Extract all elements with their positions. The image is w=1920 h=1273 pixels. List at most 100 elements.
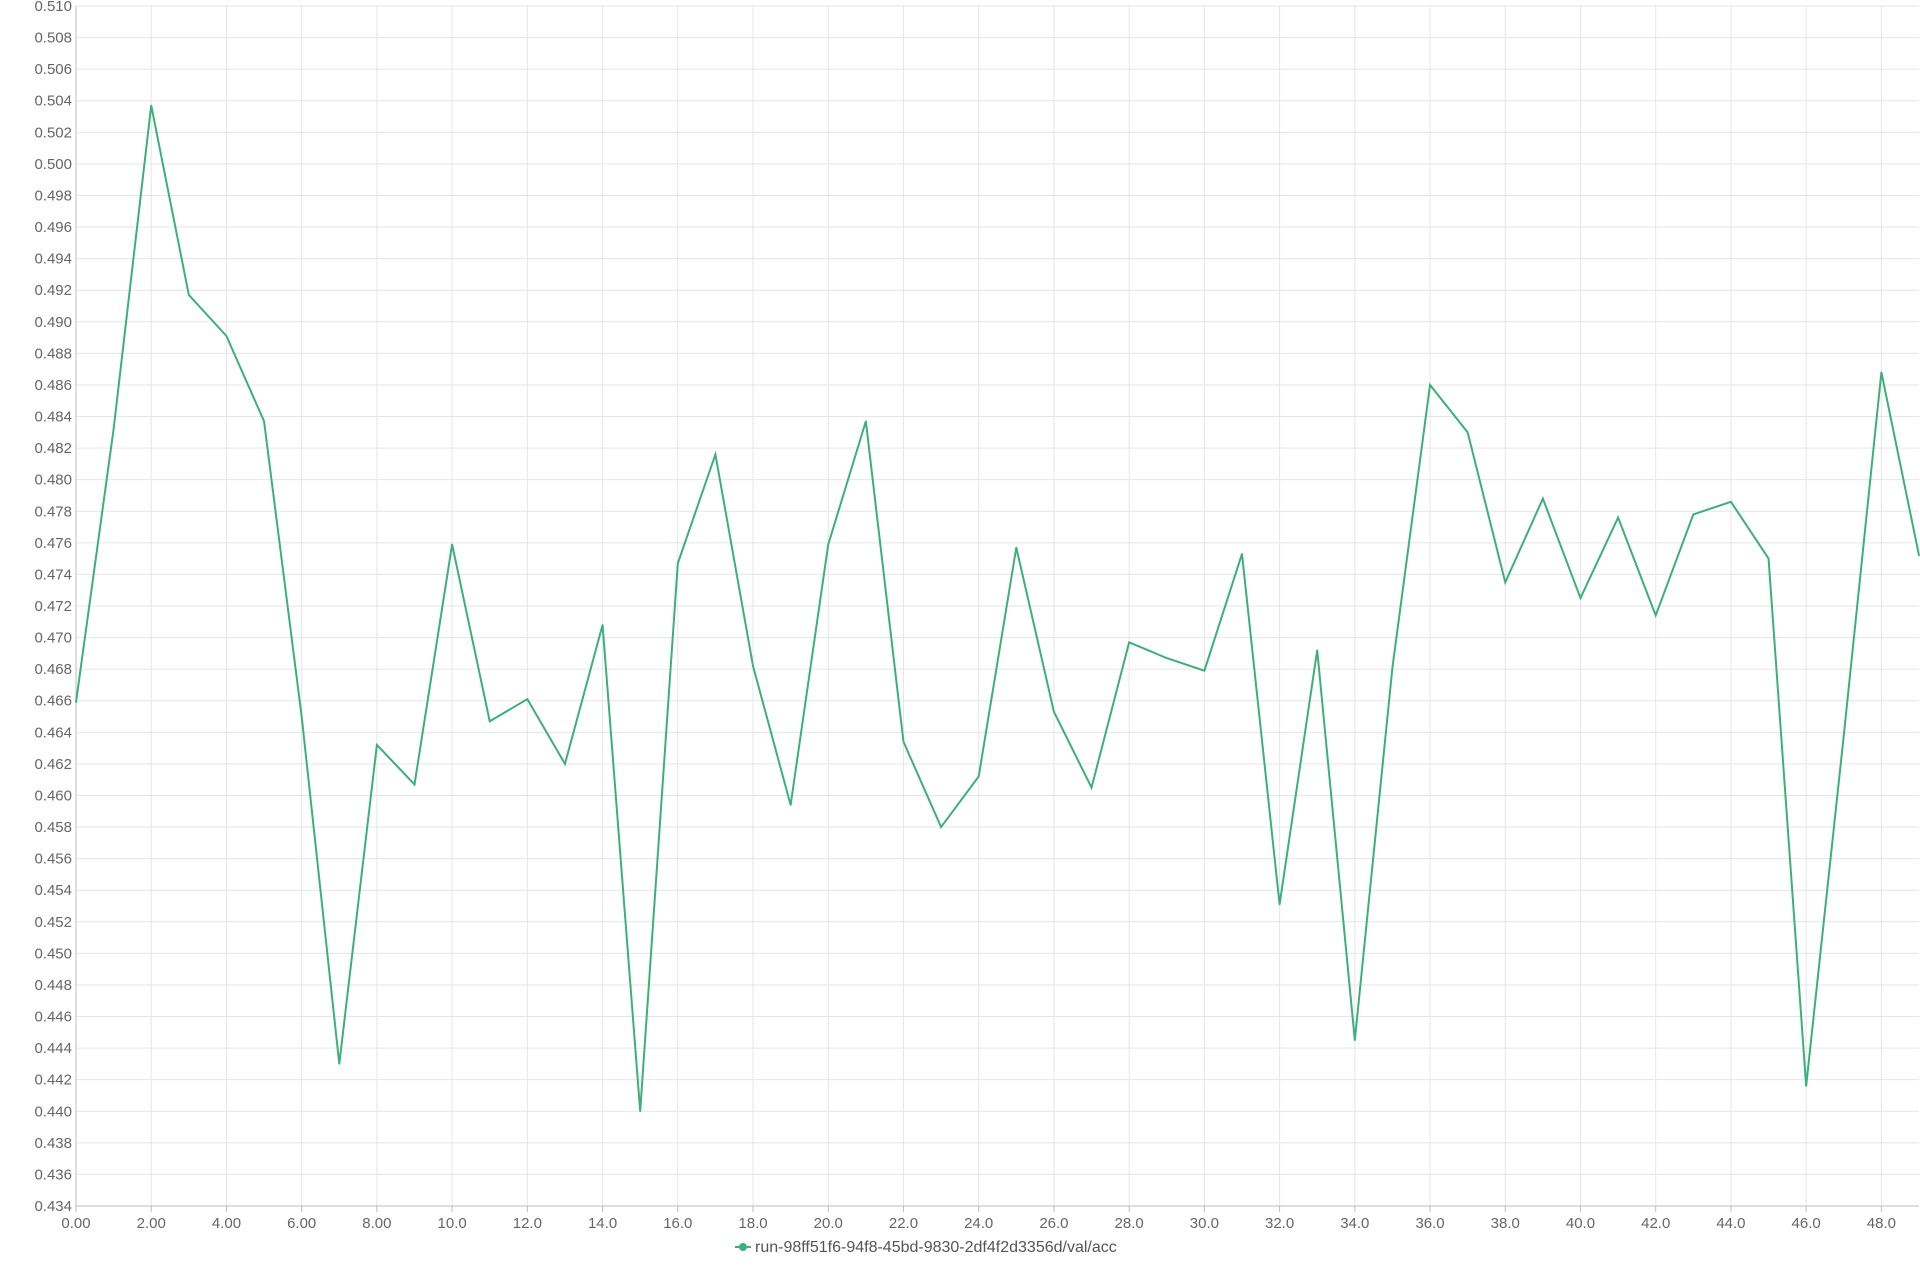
data-point	[225, 335, 228, 337]
data-point	[1015, 546, 1018, 549]
y-tick-label: 0.500	[34, 156, 72, 173]
x-tick-label: 32.0	[1265, 1215, 1294, 1232]
data-point	[1805, 1085, 1807, 1087]
grid	[75, 5, 1919, 1207]
y-tick-label: 0.444	[34, 1040, 72, 1057]
y-tick-label: 0.452	[34, 914, 72, 931]
data-point	[1316, 649, 1319, 652]
data-point	[676, 562, 679, 565]
data-point	[1278, 903, 1281, 906]
x-tick-label: 46.0	[1792, 1215, 1821, 1232]
data-point	[1354, 1039, 1356, 1042]
y-tick-label: 0.502	[34, 124, 72, 141]
data-point	[1692, 513, 1695, 516]
data-point	[75, 701, 77, 704]
y-tick-label: 0.470	[34, 630, 72, 647]
data-point	[1617, 516, 1619, 519]
data-point	[977, 775, 980, 778]
y-tick-label: 0.496	[34, 219, 72, 236]
data-point	[488, 720, 491, 723]
y-tick-label: 0.482	[34, 440, 72, 457]
y-tick-label: 0.450	[34, 945, 72, 962]
y-tick-label: 0.504	[34, 93, 72, 110]
y-tick-label: 0.436	[34, 1166, 72, 1183]
x-tick-label: 44.0	[1716, 1215, 1745, 1232]
y-tick-label: 0.440	[34, 1103, 72, 1120]
legend-label[interactable]: run-98ff51f6-94f8-45bd-9830-2df4f2d3356d…	[755, 1239, 1117, 1256]
data-point	[827, 543, 830, 546]
data-point	[1504, 581, 1507, 584]
x-tick-label: 20.0	[814, 1215, 843, 1232]
data-point	[526, 698, 529, 700]
y-tick-label: 0.486	[34, 377, 72, 394]
data-point	[1090, 786, 1093, 789]
data-point	[1579, 597, 1582, 599]
x-tick-label: 40.0	[1566, 1215, 1595, 1232]
data-point	[1842, 734, 1845, 737]
data-point	[1730, 500, 1732, 503]
x-tick-label: 16.0	[663, 1215, 692, 1232]
y-tick-label: 0.442	[34, 1072, 72, 1089]
data-point	[1654, 614, 1657, 617]
data-point	[300, 715, 303, 718]
data-point	[1429, 384, 1431, 386]
x-tick-label: 10.0	[438, 1215, 467, 1232]
y-tick-label: 0.446	[34, 1009, 72, 1026]
legend-marker	[739, 1243, 747, 1251]
data-point	[150, 104, 153, 107]
y-tick-label: 0.490	[34, 314, 72, 331]
data-point	[1542, 497, 1544, 500]
x-tick-label: 18.0	[738, 1215, 767, 1232]
data-point	[1880, 371, 1883, 374]
x-tick-label: 0.00	[61, 1215, 90, 1232]
y-tick-label: 0.460	[34, 787, 72, 804]
data-point	[1053, 710, 1055, 713]
y-tick-label: 0.464	[34, 724, 72, 741]
data-point	[940, 826, 942, 828]
y-tick-label: 0.484	[34, 409, 72, 426]
x-tick-label: 38.0	[1491, 1215, 1520, 1232]
x-tick-label: 24.0	[964, 1215, 993, 1232]
legend[interactable]: run-98ff51f6-94f8-45bd-9830-2df4f2d3356d…	[735, 1239, 1117, 1256]
x-tick-label: 36.0	[1415, 1215, 1444, 1232]
y-tick-label: 0.466	[34, 693, 72, 710]
x-tick-label: 22.0	[889, 1215, 918, 1232]
data-point	[451, 543, 453, 546]
data-point	[1128, 641, 1130, 644]
y-tick-label: 0.498	[34, 187, 72, 204]
y-tick-label: 0.488	[34, 345, 72, 362]
data-point	[1203, 669, 1206, 672]
y-tick-label: 0.434	[34, 1198, 72, 1215]
data-point	[564, 763, 566, 765]
y-tick-label: 0.448	[34, 977, 72, 994]
x-tick-label: 8.00	[362, 1215, 391, 1232]
data-point	[1165, 657, 1168, 659]
y-tick-label: 0.492	[34, 282, 72, 299]
data-point	[413, 783, 416, 786]
data-point	[865, 420, 867, 423]
data-point	[1918, 554, 1920, 557]
data-point	[1391, 666, 1394, 669]
x-tick-label: 34.0	[1340, 1215, 1369, 1232]
y-tick-label: 0.510	[34, 0, 72, 15]
data-point	[752, 665, 754, 667]
data-point	[714, 453, 717, 456]
data-point	[639, 1110, 641, 1113]
y-tick-label: 0.456	[34, 851, 72, 868]
series-line	[75, 105, 1920, 1112]
data-point	[1767, 557, 1770, 560]
data-point	[112, 428, 115, 430]
y-tick-label: 0.472	[34, 598, 72, 615]
series-layer	[75, 104, 1920, 1113]
data-point	[789, 804, 792, 806]
x-tick-label: 12.0	[513, 1215, 542, 1232]
data-point	[601, 624, 604, 626]
y-tick-label: 0.478	[34, 503, 72, 520]
data-point	[1466, 431, 1469, 434]
x-tick-label: 28.0	[1115, 1215, 1144, 1232]
x-tick-label: 42.0	[1641, 1215, 1670, 1232]
y-tick-label: 0.506	[34, 61, 72, 78]
y-tick-label: 0.468	[34, 661, 72, 678]
x-tick-label: 6.00	[287, 1215, 316, 1232]
x-tick-label: 30.0	[1190, 1215, 1219, 1232]
